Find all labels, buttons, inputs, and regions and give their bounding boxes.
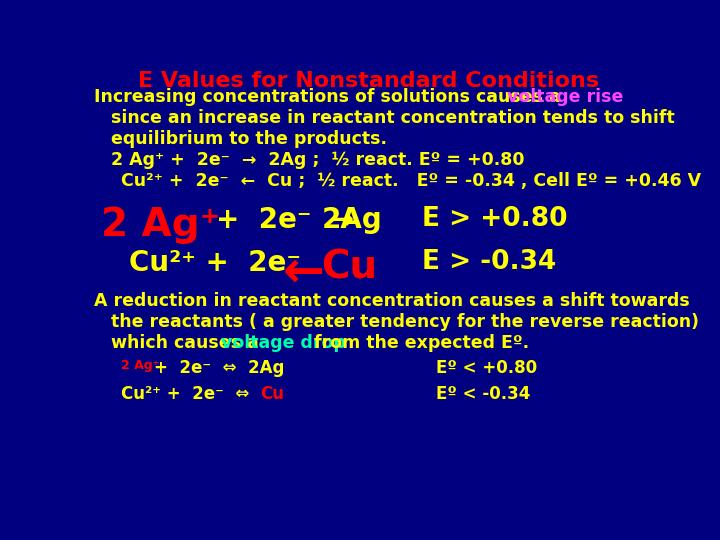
Text: 2 Ag⁺: 2 Ag⁺	[101, 206, 220, 244]
Text: equilibrium to the products.: equilibrium to the products.	[111, 130, 387, 148]
Text: Increasing concentrations of solutions causes a: Increasing concentrations of solutions c…	[94, 87, 567, 106]
Text: +  2e⁻  →: + 2e⁻ →	[215, 206, 354, 234]
Text: E Values for Nonstandard Conditions: E Values for Nonstandard Conditions	[138, 71, 600, 91]
Text: ←: ←	[282, 248, 325, 296]
Text: voltage rise: voltage rise	[508, 87, 624, 106]
Text: Cu²⁺ +  2e⁻: Cu²⁺ + 2e⁻	[129, 248, 301, 276]
Text: Eº < -0.34: Eº < -0.34	[436, 385, 531, 403]
Text: +  2e⁻  ⇔  2Ag: + 2e⁻ ⇔ 2Ag	[154, 359, 284, 377]
Text: 2Ag: 2Ag	[322, 206, 382, 234]
Text: since an increase in reactant concentration tends to shift: since an increase in reactant concentrat…	[111, 109, 675, 127]
Text: E > +0.80: E > +0.80	[422, 206, 567, 232]
Text: 2 Ag⁺ +  2e⁻  →  2Ag ;  ½ react. Eº = +0.80: 2 Ag⁺ + 2e⁻ → 2Ag ; ½ react. Eº = +0.80	[111, 151, 525, 169]
Text: Eº < +0.80: Eº < +0.80	[436, 359, 537, 377]
Text: from the expected Eº.: from the expected Eº.	[307, 334, 528, 352]
Text: Cu: Cu	[322, 248, 378, 287]
Text: Cu²⁺ +  2e⁻  ←  Cu ;  ½ react.   Eº = -0.34 , Cell Eº = +0.46 V: Cu²⁺ + 2e⁻ ← Cu ; ½ react. Eº = -0.34 , …	[121, 172, 701, 190]
Text: Cu: Cu	[260, 385, 284, 403]
Text: Cu²⁺ +  2e⁻  ⇔: Cu²⁺ + 2e⁻ ⇔	[121, 385, 249, 403]
Text: which causes a: which causes a	[111, 334, 265, 352]
Text: the reactants ( a greater tendency for the reverse reaction): the reactants ( a greater tendency for t…	[111, 313, 699, 331]
Text: voltage drop: voltage drop	[220, 334, 346, 352]
Text: A reduction in reactant concentration causes a shift towards: A reduction in reactant concentration ca…	[94, 292, 690, 310]
Text: E > -0.34: E > -0.34	[422, 248, 557, 274]
Text: 2 Ag⁺: 2 Ag⁺	[121, 359, 159, 372]
